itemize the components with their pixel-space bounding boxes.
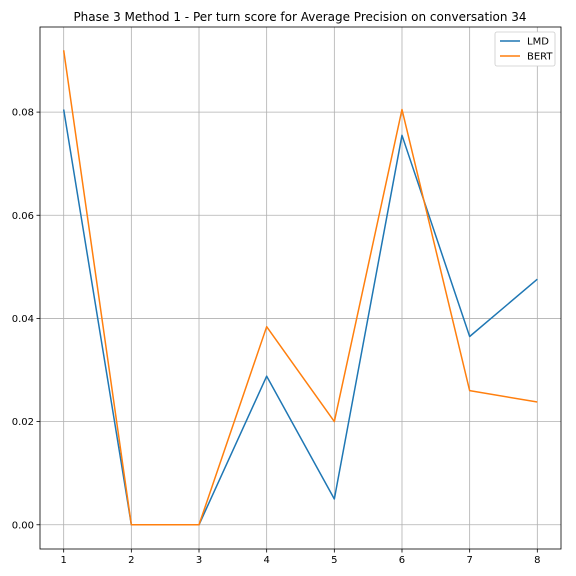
series-line-bert bbox=[62, 50, 538, 526]
x-tick-label: 8 bbox=[534, 555, 540, 566]
chart-title: Phase 3 Method 1 - Per turn score for Av… bbox=[73, 10, 526, 24]
plot-area-frame bbox=[39, 26, 562, 550]
x-tick-label: 6 bbox=[399, 555, 405, 566]
x-tick-label: 2 bbox=[128, 555, 134, 566]
legend: LMD BERT bbox=[494, 31, 556, 67]
axis-ticks: 1 2 3 4 5 6 7 8 0.00 0.02 0.04 0.06 0.08 bbox=[12, 108, 541, 566]
y-tick-label: 0.02 bbox=[12, 417, 34, 428]
legend-label-bert: BERT bbox=[527, 52, 553, 63]
grid bbox=[40, 27, 561, 549]
legend-label-lmd: LMD bbox=[527, 37, 549, 48]
x-tick-label: 3 bbox=[196, 555, 202, 566]
y-tick-label: 0.06 bbox=[12, 211, 34, 222]
x-tick-label: 7 bbox=[466, 555, 472, 566]
y-tick-label: 0.08 bbox=[12, 108, 34, 119]
series-lines bbox=[62, 50, 538, 526]
x-tick-label: 4 bbox=[263, 555, 269, 566]
x-tick-label: 5 bbox=[331, 555, 337, 566]
x-tick-label: 1 bbox=[60, 555, 66, 566]
y-tick-label: 0.04 bbox=[12, 314, 34, 325]
y-tick-label: 0.00 bbox=[12, 520, 34, 531]
